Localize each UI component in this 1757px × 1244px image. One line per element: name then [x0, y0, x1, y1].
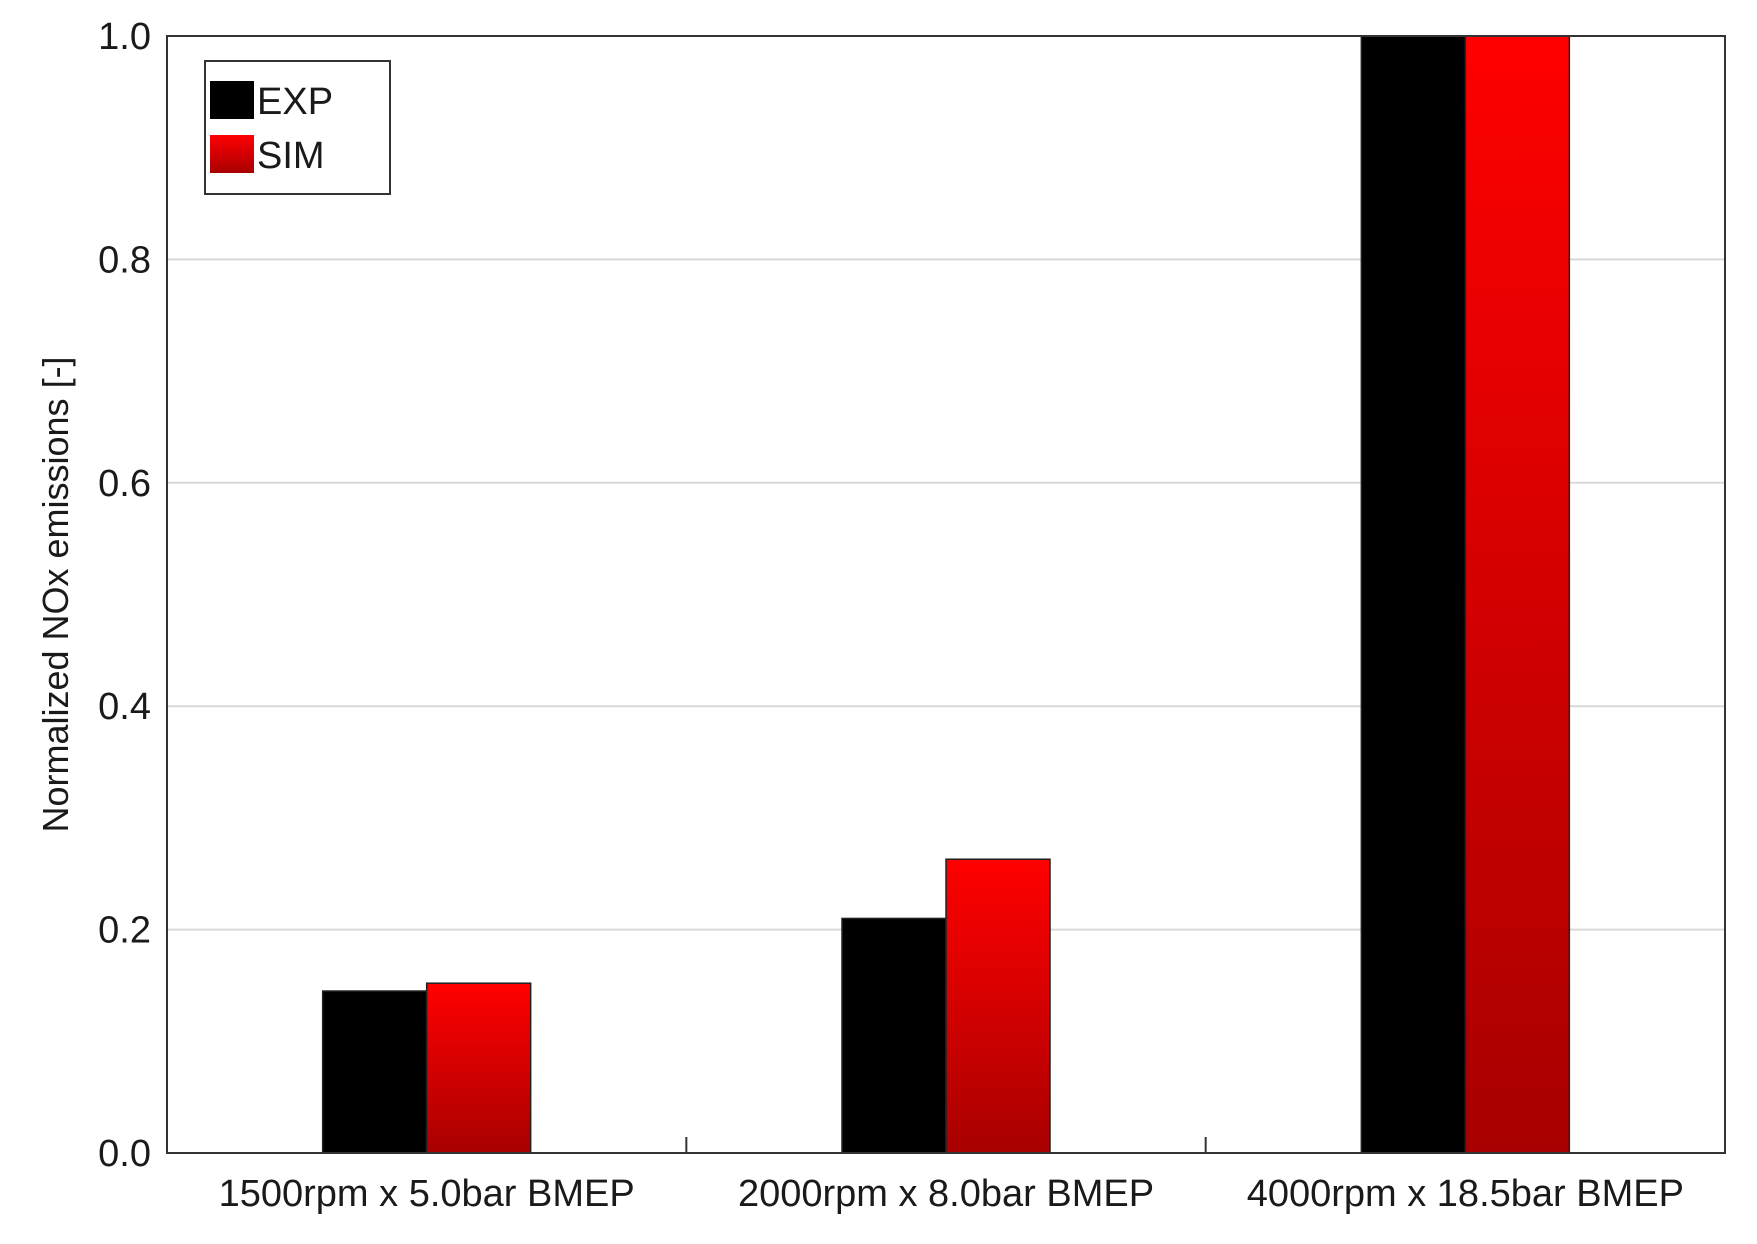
- legend-swatch-exp: [210, 81, 254, 119]
- x-tick-label: 4000rpm x 18.5bar BMEP: [1247, 1173, 1684, 1215]
- bar-sim: [425, 982, 532, 1154]
- legend-swatch-sim: [210, 135, 254, 173]
- legend: EXP SIM: [204, 60, 391, 195]
- bar-sim: [945, 858, 1051, 1154]
- x-tick-label: 1500rpm x 5.0bar BMEP: [219, 1173, 635, 1215]
- bar-sim: [1464, 35, 1571, 1154]
- legend-label-sim: SIM: [257, 135, 325, 177]
- x-tick-label: 2000rpm x 8.0bar BMEP: [738, 1173, 1154, 1215]
- legend-label-exp: EXP: [257, 81, 333, 123]
- bars: [321, 35, 1571, 1154]
- bar-exp: [321, 990, 428, 1154]
- bar-exp: [1360, 35, 1467, 1154]
- y-tick-label: 0.2: [98, 910, 151, 952]
- axis-ticks: [685, 1137, 1207, 1153]
- y-tick-label: 0.0: [98, 1133, 151, 1175]
- y-tick-label: 0.4: [98, 686, 151, 728]
- axis-labels: 0.0 0.2 0.4 0.6 0.8 1.0 1500rpm x 5.0bar BMEP 2…: [98, 16, 1684, 1215]
- y-tick-label: 0.6: [98, 463, 151, 505]
- plot-area-frame: [166, 35, 1726, 1154]
- y-axis-title: Normalized NOx emissions [-]: [35, 356, 76, 832]
- bar-exp: [841, 917, 947, 1154]
- y-tick-label: 0.8: [98, 239, 151, 281]
- y-tick-label: 1.0: [98, 16, 151, 58]
